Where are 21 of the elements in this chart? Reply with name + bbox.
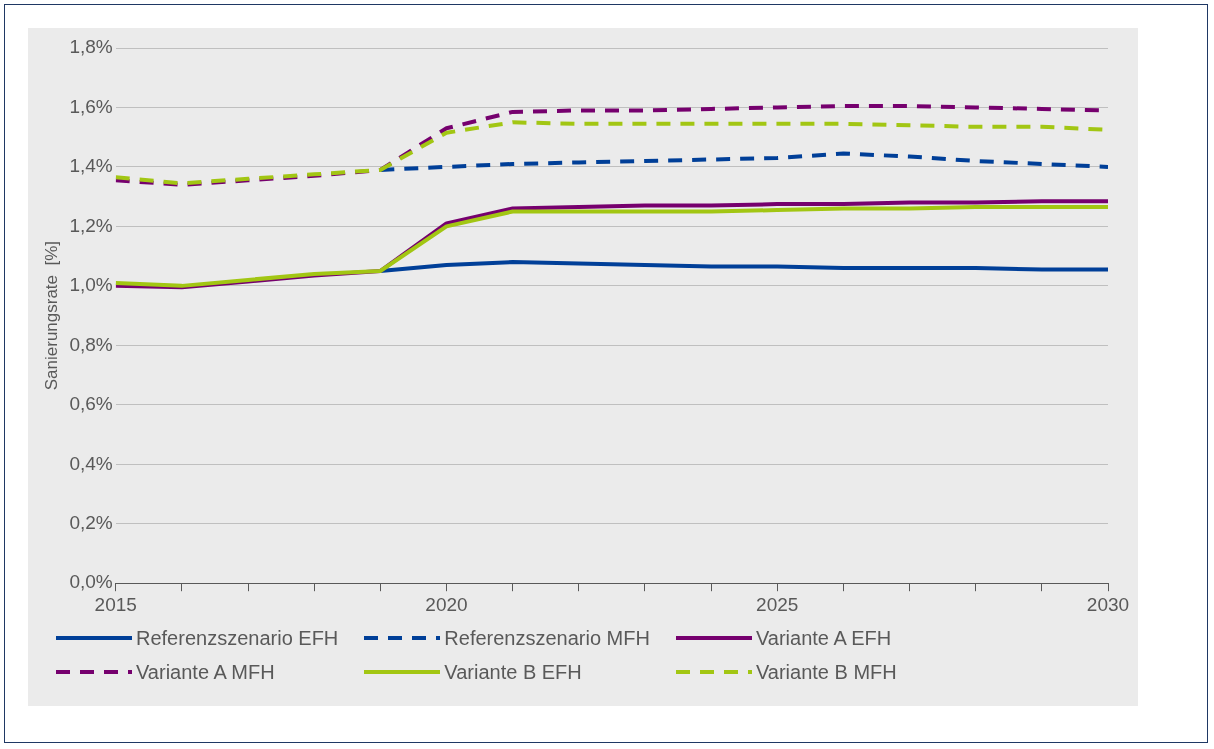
legend-label: Variante A MFH [136,660,275,684]
legend-label: Referenzszenario EFH [136,626,339,650]
legend-label: Variante B EFH [444,660,582,684]
legend-label: Variante B MFH [755,660,897,684]
y-tick-label: 1,0% [69,274,113,296]
y-tick-label: 0,2% [69,511,113,533]
y-tick-label: 0,6% [69,393,113,415]
y-tick-label: 0,4% [69,452,113,474]
y-tick-label: 0,8% [69,333,113,355]
x-tick-label: 2020 [425,593,468,615]
y-axis-title: Sanierungsrate [%] [41,240,61,391]
y-tick-label: 1,4% [69,155,113,177]
legend-label: Variante A EFH [755,626,892,650]
y-tick-label: 1,6% [69,95,113,117]
y-tick-label: 1,2% [69,214,113,236]
x-tick-label: 2015 [94,593,137,615]
x-tick-label: 2025 [756,593,799,615]
y-tick-label: 1,8% [69,36,113,58]
legend-label: Referenzszenario MFH [444,626,650,650]
x-tick-label: 2030 [1086,593,1130,615]
y-tick-label: 0,0% [69,571,113,593]
